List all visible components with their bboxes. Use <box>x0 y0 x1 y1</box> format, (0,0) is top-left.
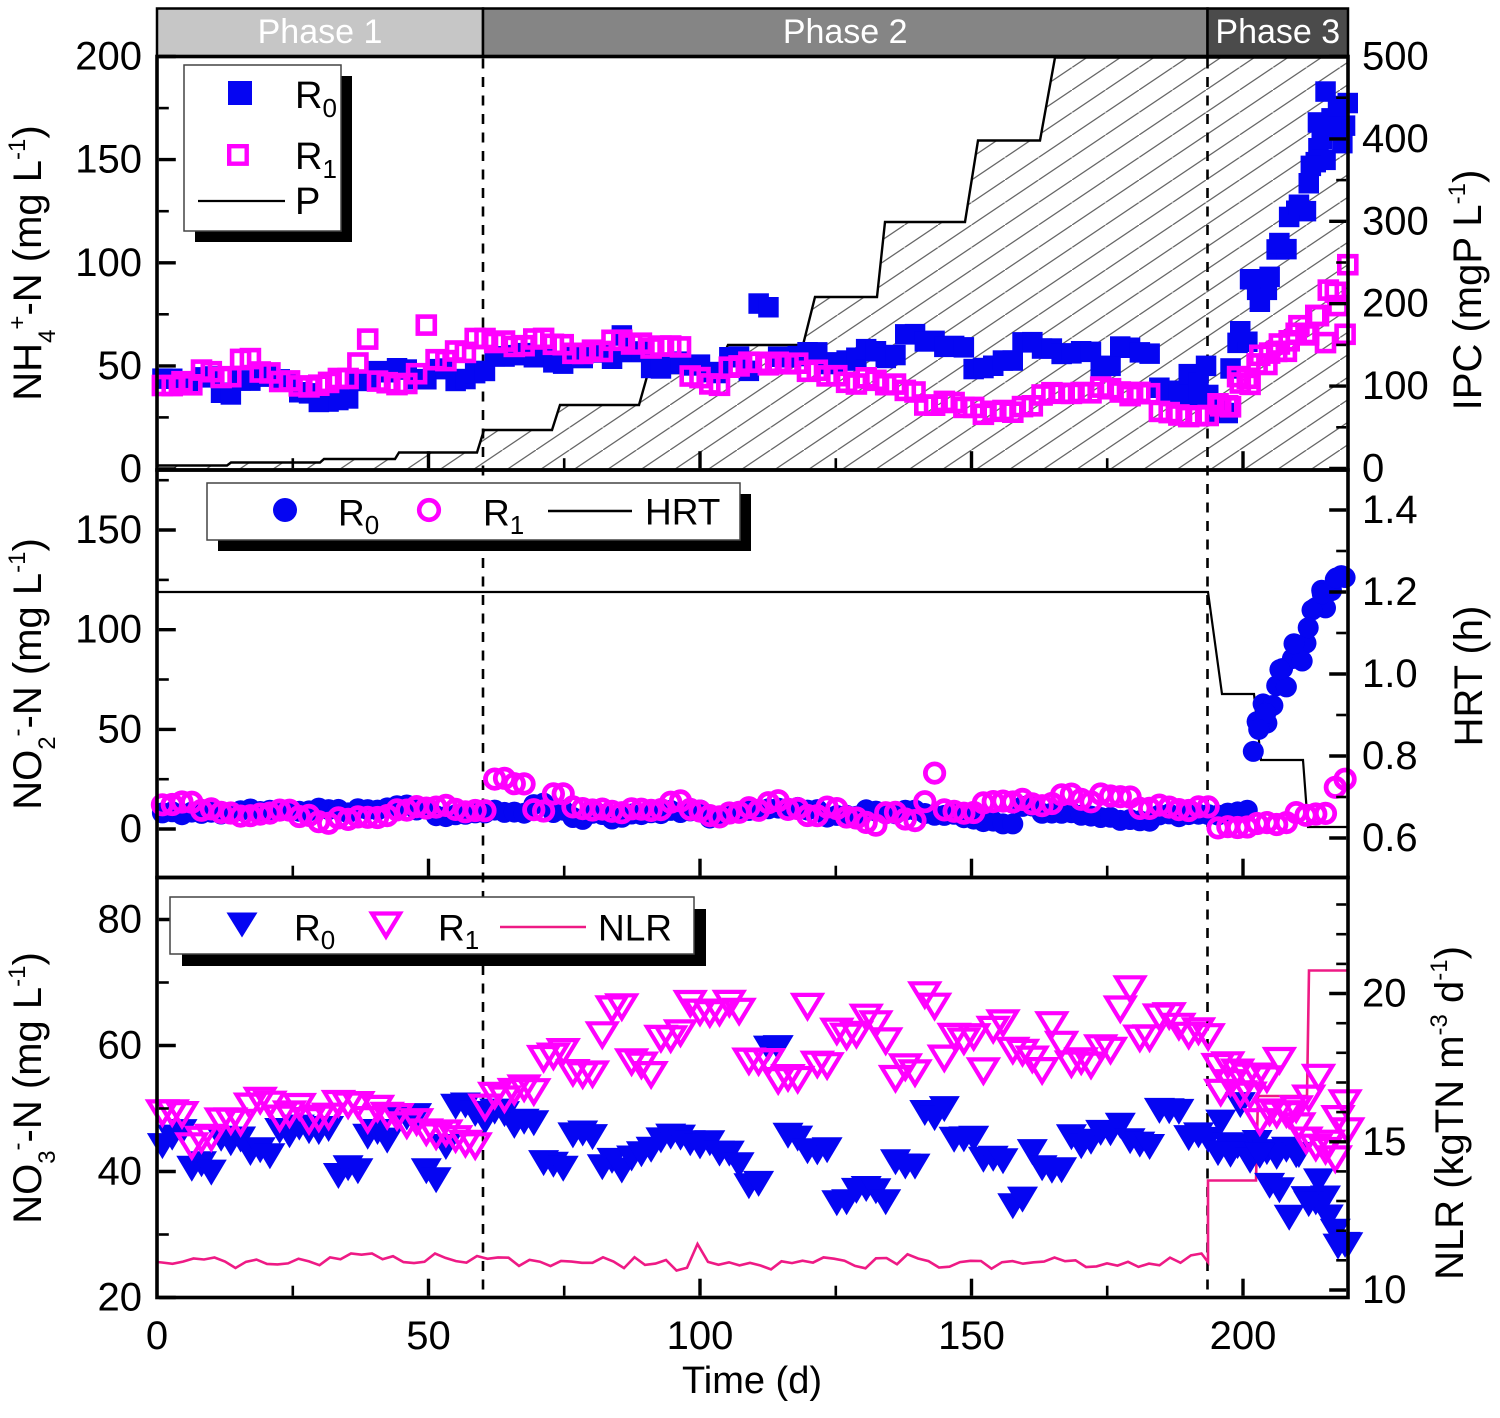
svg-text:HRT: HRT <box>645 492 720 533</box>
svg-text:15: 15 <box>1362 1120 1407 1164</box>
svg-text:40: 40 <box>98 1150 143 1194</box>
svg-text:50: 50 <box>98 707 143 751</box>
svg-text:80: 80 <box>98 898 143 942</box>
svg-text:0.6: 0.6 <box>1362 816 1418 860</box>
svg-text:300: 300 <box>1362 199 1429 243</box>
svg-text:NLR: NLR <box>598 908 672 949</box>
svg-text:100: 100 <box>667 1314 734 1358</box>
svg-text:0: 0 <box>1362 447 1384 491</box>
svg-text:100: 100 <box>75 241 142 285</box>
svg-text:NO3--N (mg L-1): NO3--N (mg L-1) <box>4 952 61 1224</box>
svg-text:NLR (kgTN m-3 d-1): NLR (kgTN m-3 d-1) <box>1426 946 1472 1280</box>
svg-text:0: 0 <box>120 447 142 491</box>
svg-text:200: 200 <box>1362 282 1429 326</box>
svg-text:Phase 1: Phase 1 <box>258 13 383 51</box>
svg-text:IPC (mgP L-1): IPC (mgP L-1) <box>1444 170 1490 411</box>
svg-text:1.4: 1.4 <box>1362 488 1418 532</box>
svg-text:1.2: 1.2 <box>1362 570 1418 614</box>
svg-text:100: 100 <box>1362 364 1429 408</box>
svg-text:NO2--N (mg L-1): NO2--N (mg L-1) <box>4 538 61 810</box>
svg-text:Phase 3: Phase 3 <box>1215 13 1340 51</box>
svg-text:100: 100 <box>75 608 142 652</box>
svg-text:0: 0 <box>120 807 142 851</box>
svg-text:Phase 2: Phase 2 <box>783 13 908 51</box>
svg-text:20: 20 <box>1362 972 1407 1016</box>
svg-text:P: P <box>295 181 320 223</box>
svg-text:1.0: 1.0 <box>1362 652 1418 696</box>
svg-text:150: 150 <box>75 508 142 552</box>
svg-text:60: 60 <box>98 1024 143 1068</box>
svg-text:200: 200 <box>75 35 142 79</box>
svg-text:150: 150 <box>938 1314 1005 1358</box>
svg-text:0.8: 0.8 <box>1362 734 1418 778</box>
svg-text:NH4+-N (mg L-1): NH4+-N (mg L-1) <box>4 125 61 400</box>
svg-text:HRT (h): HRT (h) <box>1447 606 1491 747</box>
svg-text:150: 150 <box>75 138 142 182</box>
svg-text:400: 400 <box>1362 117 1429 161</box>
svg-text:500: 500 <box>1362 35 1429 79</box>
svg-text:20: 20 <box>98 1276 143 1320</box>
svg-text:50: 50 <box>98 344 143 388</box>
svg-text:Time (d): Time (d) <box>682 1360 822 1402</box>
svg-text:200: 200 <box>1210 1314 1277 1358</box>
svg-text:50: 50 <box>406 1314 451 1358</box>
svg-text:10: 10 <box>1362 1268 1407 1312</box>
svg-text:0: 0 <box>146 1314 168 1358</box>
